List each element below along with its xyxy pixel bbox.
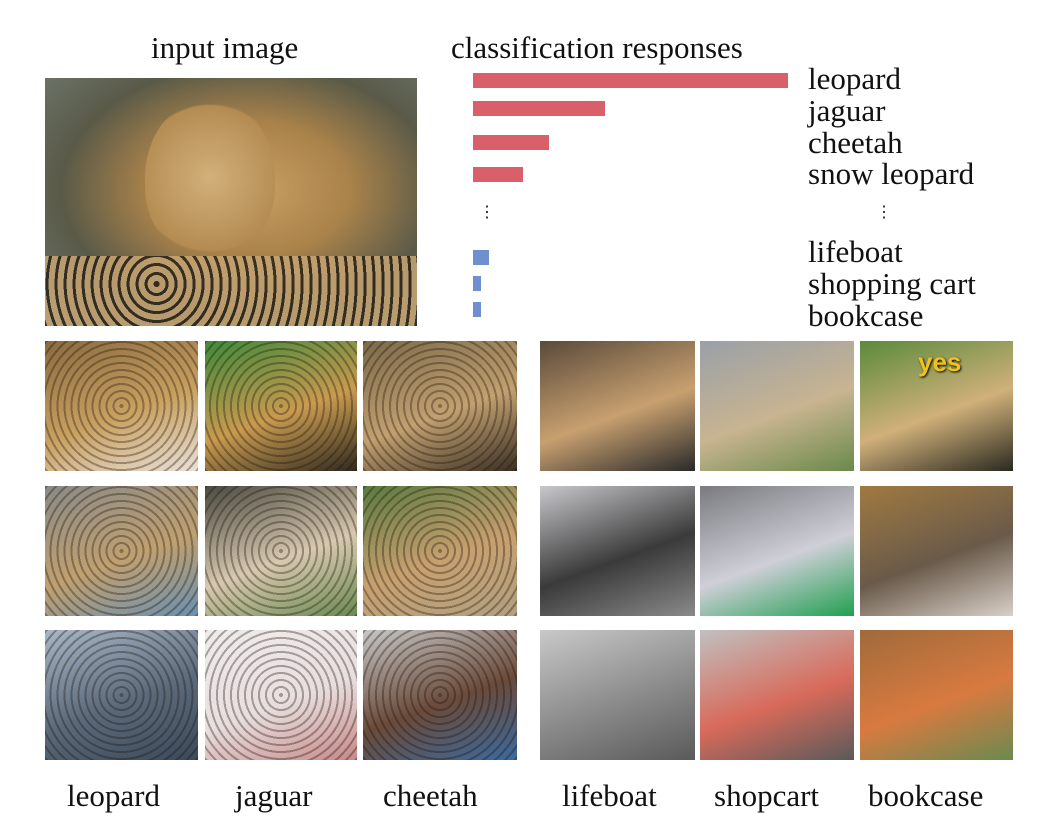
- bar-lifeboat: [473, 250, 489, 265]
- class-label-bookcase: bookcase: [808, 298, 924, 333]
- bar-leopard: [473, 73, 788, 88]
- example-image-bookcase-1: yes: [860, 341, 1013, 471]
- label-ellipsis: ⋮: [876, 204, 892, 221]
- bar-cheetah: [473, 135, 549, 150]
- column-label-jaguar: jaguar: [235, 778, 313, 813]
- example-image-shopcart-1: [700, 341, 854, 471]
- input-image-leopard: [45, 78, 417, 326]
- example-image-lifeboat-3: [540, 630, 695, 760]
- example-image-cheetah-3: [363, 630, 517, 760]
- bar-shopping-cart: [473, 276, 481, 291]
- example-image-bookcase-3: [860, 630, 1013, 760]
- class-label-cheetah: cheetah: [808, 125, 903, 160]
- example-image-jaguar-1: [205, 341, 357, 471]
- class-label-shopping-cart: shopping cart: [808, 266, 976, 301]
- spots-texture: [363, 630, 517, 760]
- example-image-jaguar-2: [205, 486, 357, 616]
- example-image-jaguar-3: [205, 630, 357, 760]
- classification-responses-heading: classification responses: [451, 30, 743, 65]
- spots-texture: [205, 630, 357, 760]
- bar-jaguar: [473, 101, 606, 116]
- example-image-cheetah-2: [363, 486, 517, 616]
- spots-texture: [45, 630, 198, 760]
- column-label-lifeboat: lifeboat: [562, 778, 657, 813]
- leopard-spots-texture: [45, 256, 417, 326]
- leopard-head-shape: [145, 98, 275, 258]
- example-image-shopcart-2: [700, 486, 854, 616]
- column-label-bookcase: bookcase: [868, 778, 984, 813]
- column-label-shopcart: shopcart: [714, 778, 820, 813]
- example-image-lifeboat-1: [540, 341, 695, 471]
- bar-ellipsis: ⋮: [479, 204, 495, 221]
- spots-texture: [363, 341, 517, 471]
- example-image-bookcase-2: [860, 486, 1013, 616]
- example-image-leopard-2: [45, 486, 198, 616]
- yes-overlay-text: yes: [918, 347, 962, 377]
- spots-texture: [45, 341, 198, 471]
- class-label-snow-leopard: snow leopard: [808, 156, 975, 191]
- class-label-lifeboat: lifeboat: [808, 234, 903, 269]
- spots-texture: [205, 486, 357, 616]
- spots-texture: [45, 486, 198, 616]
- bar-snow-leopard: [473, 167, 524, 182]
- spots-texture: [363, 486, 517, 616]
- example-image-leopard-1: [45, 341, 198, 471]
- column-label-cheetah: cheetah: [383, 778, 478, 813]
- example-image-cheetah-1: [363, 341, 517, 471]
- class-label-leopard: leopard: [808, 61, 901, 96]
- column-label-leopard: leopard: [67, 778, 160, 813]
- spots-texture: [205, 341, 357, 471]
- example-image-lifeboat-2: [540, 486, 695, 616]
- example-image-shopcart-3: [700, 630, 854, 760]
- bar-bookcase: [473, 302, 481, 317]
- example-image-leopard-3: [45, 630, 198, 760]
- class-label-jaguar: jaguar: [808, 93, 886, 128]
- input-image-heading: input image: [151, 30, 299, 65]
